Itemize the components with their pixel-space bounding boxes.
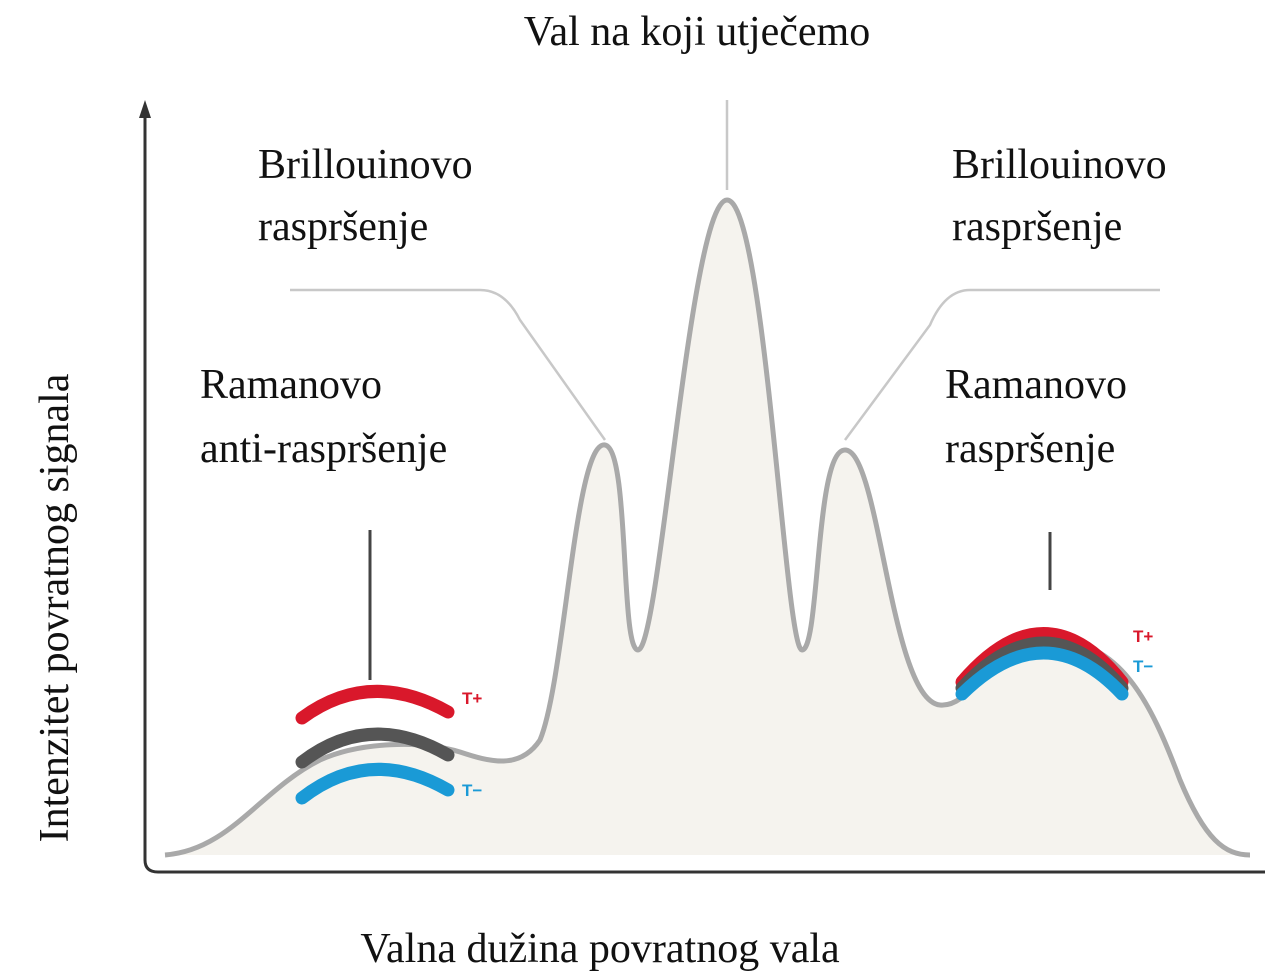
temperature-arcs xyxy=(295,627,1129,805)
annotation: Brillouinovo xyxy=(258,142,473,188)
title: Val na koji utječemo xyxy=(524,9,870,55)
annotation: raspršenje xyxy=(952,204,1122,250)
temp-label: T+ xyxy=(462,689,482,708)
x-axis-label: Valna dužina povratnog vala xyxy=(360,926,840,972)
spectrum-area xyxy=(164,197,1251,858)
temp-label: T− xyxy=(462,781,482,800)
annotation: Ramanovo xyxy=(200,362,382,408)
annotation: anti-raspršenje xyxy=(200,426,447,472)
raman-lines xyxy=(368,530,1052,680)
annotation: raspršenje xyxy=(258,204,428,250)
y-axis-label: Intenzitet povratnog signala xyxy=(32,373,78,842)
axis-arrow xyxy=(139,100,151,118)
annotation: Brillouinovo xyxy=(952,142,1167,188)
leader-lines xyxy=(290,100,1160,441)
annotation: Ramanovo xyxy=(945,362,1127,408)
temp-label: T+ xyxy=(1133,627,1153,646)
temp-label: T− xyxy=(1133,657,1153,676)
annotation: raspršenje xyxy=(945,426,1115,472)
axes xyxy=(143,110,1265,874)
